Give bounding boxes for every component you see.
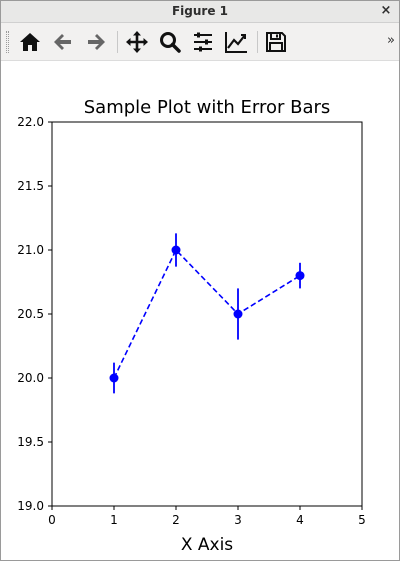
x-tick-label: 0: [48, 513, 56, 527]
back-arrow-icon: [54, 34, 71, 50]
edit-axes-icon: [225, 32, 247, 53]
toolbar-separator: [257, 31, 258, 53]
home-icon: [20, 33, 40, 51]
forward-button[interactable]: [81, 27, 111, 57]
title-bar: Figure 1 ×: [1, 1, 399, 23]
back-button[interactable]: [48, 27, 78, 57]
y-tick-label: 20.0: [17, 371, 44, 385]
y-tick-label: 21.5: [17, 179, 44, 193]
x-tick-label: 5: [358, 513, 366, 527]
subplots-config-icon: [194, 32, 212, 52]
y-tick-label: 22.0: [17, 115, 44, 129]
pan-icon: [126, 31, 148, 53]
save-button[interactable]: [261, 27, 291, 57]
zoom-button[interactable]: [155, 27, 185, 57]
edit-axes-button[interactable]: [221, 27, 251, 57]
x-tick-label: 3: [234, 513, 242, 527]
data-point: [109, 373, 119, 383]
toolbar-separator: [117, 31, 118, 53]
save-icon: [266, 32, 286, 52]
home-button[interactable]: [15, 27, 45, 57]
subplots-button[interactable]: [188, 27, 218, 57]
toolbar-overflow-button[interactable]: »: [387, 33, 395, 48]
x-tick-label: 1: [110, 513, 118, 527]
toolbar-grip[interactable]: [6, 31, 9, 53]
axes: 0 1 2 3 4 5 19.0 19.5 20.0 20.5 21.0 21.5 22.0: [17, 115, 366, 527]
y-tick-label: 19.5: [17, 435, 44, 449]
x-tick-label: 4: [296, 513, 304, 527]
data-point: [233, 309, 243, 319]
chart-title: Sample Plot with Error Bars: [84, 97, 331, 118]
x-axis-label: X Axis: [181, 535, 233, 555]
data-point: [295, 271, 305, 281]
figure-canvas[interactable]: Sample Plot with Error Bars 0 1 2 3 4 5 19.0 19…: [1, 61, 399, 561]
data-series: [109, 233, 305, 394]
window-title: Figure 1: [171, 4, 229, 18]
y-tick-label: 20.5: [17, 307, 44, 321]
series-line: [113, 248, 301, 379]
plot-frame: [51, 121, 363, 507]
chart: Sample Plot with Error Bars 0 1 2 3 4 5 19.0 19…: [17, 97, 366, 555]
close-icon[interactable]: ×: [380, 3, 392, 18]
navigation-toolbar: »: [1, 23, 399, 61]
forward-arrow-icon: [88, 34, 105, 50]
y-tick-label: 19.0: [17, 499, 44, 513]
x-tick-label: 2: [172, 513, 180, 527]
y-tick-label: 21.0: [17, 243, 44, 257]
zoom-icon: [160, 32, 181, 53]
data-point: [171, 245, 181, 255]
pan-button[interactable]: [122, 27, 152, 57]
